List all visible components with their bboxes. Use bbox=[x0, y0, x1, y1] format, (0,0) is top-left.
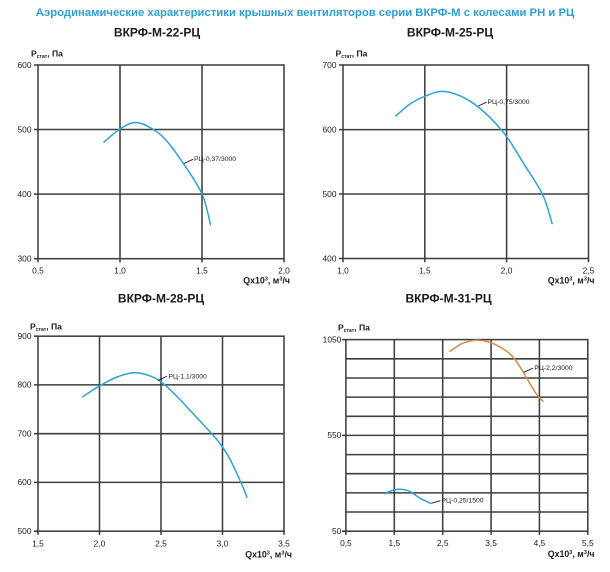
svg-text:300: 300 bbox=[18, 254, 32, 264]
svg-text:ВКРФ-М-25-РЦ: ВКРФ-М-25-РЦ bbox=[407, 25, 493, 39]
svg-text:900: 900 bbox=[18, 331, 32, 341]
svg-text:1050: 1050 bbox=[323, 334, 342, 344]
svg-text:Qx103, м3/ч: Qx103, м3/ч bbox=[243, 276, 290, 286]
svg-text:600: 600 bbox=[18, 477, 32, 487]
svg-text:700: 700 bbox=[323, 60, 337, 70]
svg-text:ВКРФ-М-28-РЦ: ВКРФ-М-28-РЦ bbox=[118, 292, 204, 306]
svg-text:2,0: 2,0 bbox=[278, 265, 290, 275]
svg-text:3,0: 3,0 bbox=[217, 539, 229, 549]
svg-text:0,5: 0,5 bbox=[340, 538, 352, 548]
svg-text:2,5: 2,5 bbox=[155, 539, 167, 549]
svg-text:РЦ-0,25/1500: РЦ-0,25/1500 bbox=[442, 498, 484, 505]
svg-text:2,0: 2,0 bbox=[94, 539, 106, 549]
svg-text:600: 600 bbox=[323, 124, 337, 134]
svg-text:1,0: 1,0 bbox=[114, 265, 126, 275]
svg-text:1,5: 1,5 bbox=[419, 265, 431, 275]
svg-text:1,5: 1,5 bbox=[196, 265, 208, 275]
svg-text:Pстат, Па: Pстат, Па bbox=[338, 322, 370, 334]
svg-text:400: 400 bbox=[18, 189, 32, 199]
svg-text:Pстат, Па: Pстат, Па bbox=[31, 48, 63, 60]
svg-text:400: 400 bbox=[323, 253, 337, 263]
svg-text:50: 50 bbox=[332, 526, 342, 536]
svg-text:5,5: 5,5 bbox=[582, 538, 594, 548]
svg-text:500: 500 bbox=[323, 189, 337, 199]
svg-text:ВКРФ-М-31-РЦ: ВКРФ-М-31-РЦ bbox=[406, 292, 492, 306]
svg-text:1,0: 1,0 bbox=[337, 265, 349, 275]
svg-text:3,5: 3,5 bbox=[278, 539, 290, 549]
svg-text:Qx103, м3/ч: Qx103, м3/ч bbox=[245, 549, 292, 559]
svg-text:500: 500 bbox=[18, 124, 32, 134]
svg-text:Pстат, Па: Pстат, Па bbox=[336, 48, 368, 60]
svg-text:РЦ-0,37/3000: РЦ-0,37/3000 bbox=[194, 156, 236, 163]
svg-text:РЦ-2,2/3000: РЦ-2,2/3000 bbox=[534, 365, 573, 372]
svg-text:2,5: 2,5 bbox=[437, 538, 449, 548]
svg-text:Pстат, Па: Pстат, Па bbox=[30, 321, 62, 333]
svg-text:600: 600 bbox=[18, 60, 32, 70]
svg-text:3,5: 3,5 bbox=[485, 538, 497, 548]
svg-text:800: 800 bbox=[18, 380, 32, 390]
svg-text:700: 700 bbox=[18, 429, 32, 439]
svg-text:0,5: 0,5 bbox=[32, 265, 44, 275]
svg-text:4,5: 4,5 bbox=[534, 538, 546, 548]
svg-text:550: 550 bbox=[327, 430, 341, 440]
svg-text:2,5: 2,5 bbox=[583, 265, 595, 275]
svg-text:РЦ-0,75/3000: РЦ-0,75/3000 bbox=[488, 99, 530, 106]
svg-text:1,5: 1,5 bbox=[388, 538, 400, 548]
svg-text:1,5: 1,5 bbox=[32, 539, 44, 549]
svg-text:Аэродинамические характеристик: Аэродинамические характеристики крышных … bbox=[36, 7, 575, 19]
svg-text:500: 500 bbox=[18, 526, 32, 536]
svg-text:2,0: 2,0 bbox=[501, 265, 513, 275]
svg-text:Qx103, м3/ч: Qx103, м3/ч bbox=[548, 549, 595, 559]
svg-text:ВКРФ-М-22-РЦ: ВКРФ-М-22-РЦ bbox=[114, 25, 200, 39]
svg-text:РЦ-1,1/3000: РЦ-1,1/3000 bbox=[169, 373, 208, 380]
svg-text:Qx103, м3/ч: Qx103, м3/ч bbox=[548, 276, 595, 286]
